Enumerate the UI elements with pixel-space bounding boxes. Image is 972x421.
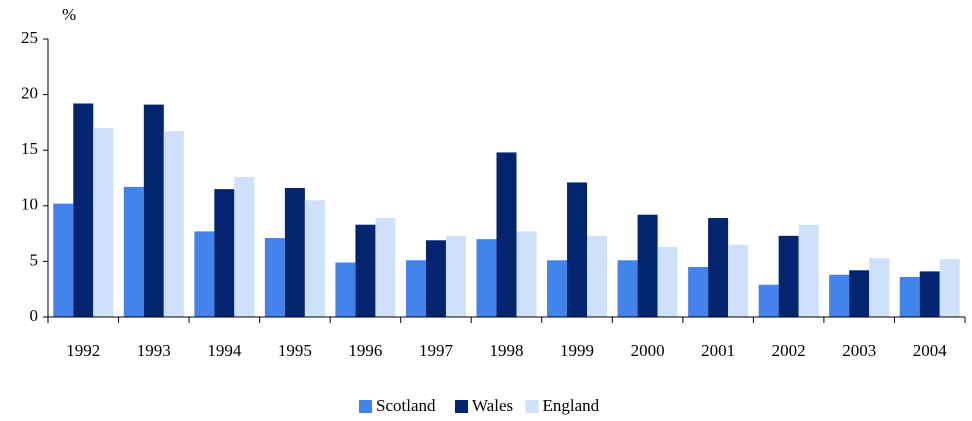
legend-label: Wales — [472, 396, 513, 415]
x-tick-label: 1999 — [560, 341, 594, 360]
x-tick-label: 1994 — [207, 341, 242, 360]
bar — [547, 260, 568, 317]
y-tick-label: 5 — [30, 250, 39, 269]
bar — [849, 270, 870, 317]
bar — [728, 244, 749, 317]
bar — [939, 259, 960, 317]
bar — [445, 235, 466, 317]
bar — [335, 262, 356, 317]
x-tick-label: 2002 — [772, 341, 806, 360]
x-tick-label: 1998 — [490, 341, 524, 360]
y-tick-label: 0 — [30, 306, 39, 325]
x-tick-label: 2000 — [631, 341, 665, 360]
x-tick-label: 2001 — [701, 341, 735, 360]
y-tick-label: 25 — [21, 28, 38, 47]
bar — [304, 200, 325, 317]
bar — [919, 271, 940, 317]
bar — [234, 176, 255, 317]
bar — [93, 127, 114, 318]
bar — [264, 238, 285, 317]
bar — [798, 224, 819, 317]
bar — [829, 274, 850, 317]
bar — [869, 258, 890, 317]
bar — [637, 214, 658, 317]
x-tick-label: 1992 — [66, 341, 100, 360]
bar — [425, 240, 446, 317]
bar — [405, 260, 426, 317]
bar — [73, 103, 94, 317]
bar — [143, 104, 164, 317]
x-tick-label: 1995 — [278, 341, 312, 360]
bar — [758, 284, 779, 317]
x-tick-label: 2004 — [913, 341, 948, 360]
x-tick-label: 1993 — [137, 341, 171, 360]
bar — [617, 260, 638, 317]
bar — [496, 152, 517, 317]
bar — [516, 231, 537, 317]
bar — [123, 186, 144, 317]
bar — [214, 189, 235, 317]
legend-swatch — [525, 400, 539, 413]
bar — [53, 203, 74, 317]
bar — [567, 182, 588, 317]
bar — [375, 218, 396, 317]
bar — [476, 239, 497, 317]
bar — [355, 224, 376, 317]
legend-label: Scotland — [376, 396, 436, 415]
x-tick-label: 1997 — [419, 341, 454, 360]
legend-swatch — [359, 400, 372, 413]
x-tick-label: 2003 — [842, 341, 876, 360]
y-tick-label: 10 — [21, 195, 38, 214]
bar — [194, 231, 215, 317]
y-axis-label: % — [62, 5, 76, 24]
bar — [587, 235, 608, 317]
legend-label: England — [543, 396, 600, 415]
bar — [899, 276, 920, 317]
legend-swatch — [455, 400, 468, 413]
y-tick-label: 15 — [21, 139, 38, 158]
bar — [163, 131, 184, 317]
bar — [708, 218, 729, 317]
bar — [688, 266, 709, 317]
x-tick-label: 1996 — [348, 341, 382, 360]
bar — [284, 188, 305, 317]
y-tick-label: 20 — [21, 84, 38, 103]
bar — [778, 235, 799, 317]
bar — [657, 246, 678, 317]
